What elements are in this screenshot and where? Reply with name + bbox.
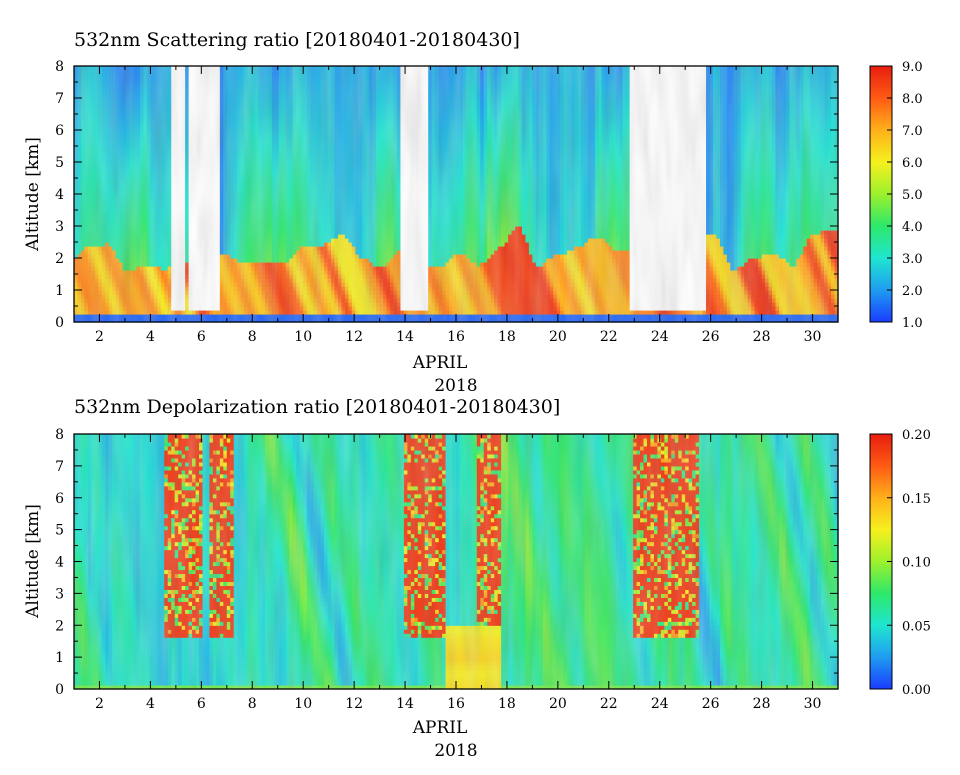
heatmap-area: 2 4 6 8 10 12 14 16 18 20 22 24 26 28 300123456781.02.… bbox=[55, 59, 923, 345]
scattering-ratio-panel: 532nm Scattering ratio [20180401-2018043… bbox=[23, 29, 923, 396]
panel-title: 532nm Scattering ratio [20180401-2018043… bbox=[74, 29, 520, 51]
